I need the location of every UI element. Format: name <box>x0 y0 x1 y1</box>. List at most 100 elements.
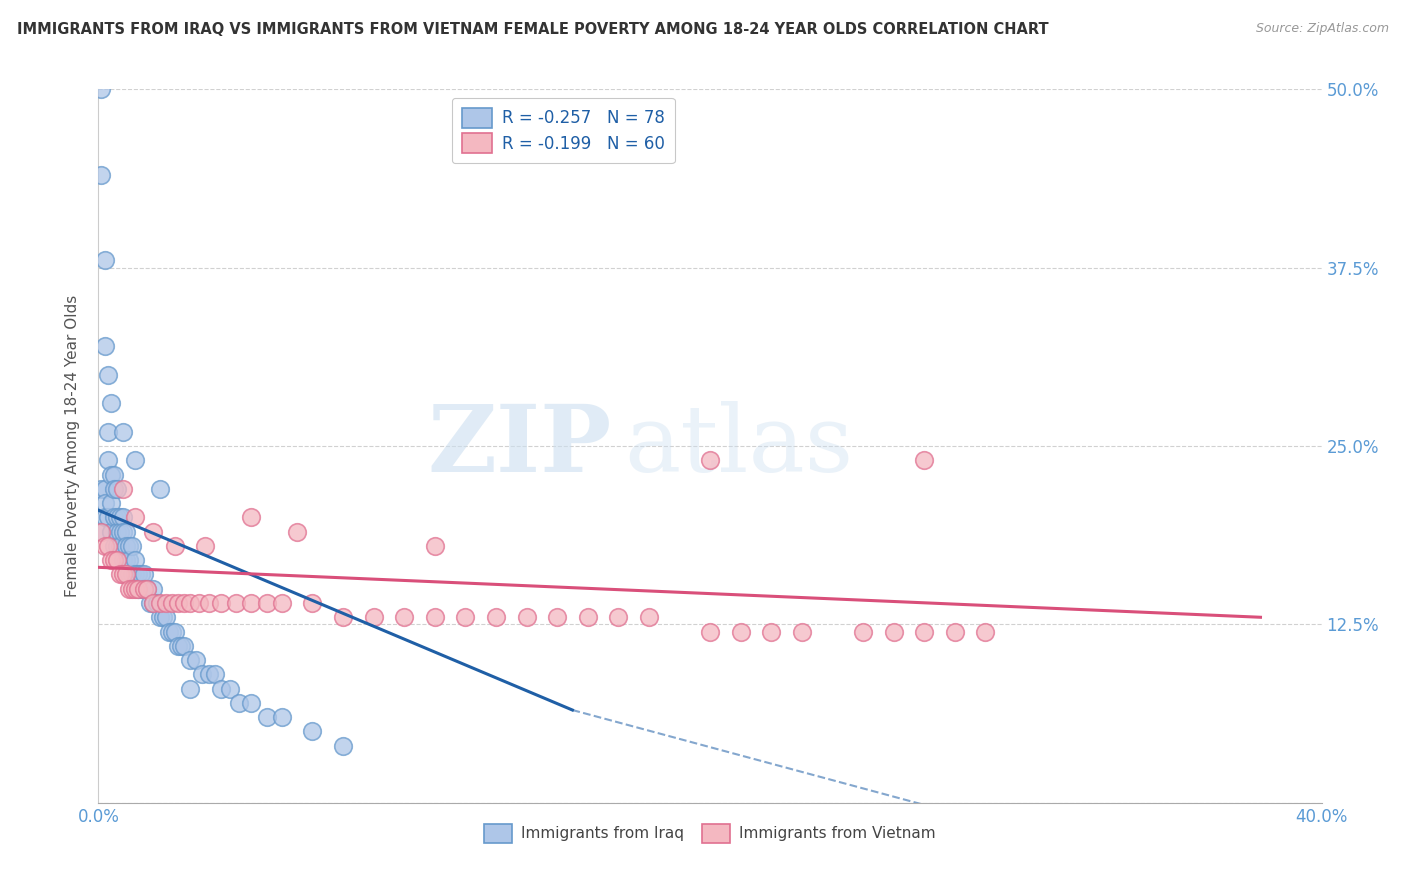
Point <box>699 453 721 467</box>
Point <box>90 524 112 539</box>
Point <box>105 553 128 567</box>
Point <box>97 453 120 467</box>
Point <box>852 624 875 639</box>
Point <box>197 667 219 681</box>
Point <box>124 453 146 467</box>
Point <box>883 624 905 639</box>
Point <box>100 396 122 410</box>
Text: ZIP: ZIP <box>427 401 612 491</box>
Point <box>108 510 131 524</box>
Point <box>454 610 477 624</box>
Point <box>108 539 131 553</box>
Point <box>546 610 568 624</box>
Point <box>121 567 143 582</box>
Legend: Immigrants from Iraq, Immigrants from Vietnam: Immigrants from Iraq, Immigrants from Vi… <box>478 818 942 848</box>
Point <box>139 596 162 610</box>
Point <box>111 524 134 539</box>
Point <box>155 596 177 610</box>
Point <box>191 667 214 681</box>
Point <box>240 696 263 710</box>
Point <box>115 567 138 582</box>
Point <box>134 567 156 582</box>
Point <box>167 596 190 610</box>
Point <box>111 567 134 582</box>
Point <box>160 624 183 639</box>
Point <box>912 624 935 639</box>
Point <box>167 639 190 653</box>
Point <box>115 553 138 567</box>
Point <box>129 567 152 582</box>
Point <box>256 710 278 724</box>
Point <box>136 582 159 596</box>
Point <box>423 539 446 553</box>
Point <box>145 596 167 610</box>
Point <box>127 582 149 596</box>
Point <box>152 610 174 624</box>
Point <box>100 553 122 567</box>
Point <box>103 553 125 567</box>
Point <box>485 610 508 624</box>
Point <box>607 610 630 624</box>
Point <box>105 539 128 553</box>
Point <box>105 510 128 524</box>
Point <box>90 82 112 96</box>
Point <box>103 510 125 524</box>
Point <box>127 582 149 596</box>
Point <box>149 596 172 610</box>
Point <box>637 610 661 624</box>
Point <box>197 596 219 610</box>
Point <box>127 567 149 582</box>
Point <box>90 482 112 496</box>
Point <box>270 710 292 724</box>
Text: IMMIGRANTS FROM IRAQ VS IMMIGRANTS FROM VIETNAM FEMALE POVERTY AMONG 18-24 YEAR : IMMIGRANTS FROM IRAQ VS IMMIGRANTS FROM … <box>17 22 1049 37</box>
Point <box>163 624 186 639</box>
Point <box>93 539 115 553</box>
Point <box>115 524 138 539</box>
Point <box>301 596 323 610</box>
Text: atlas: atlas <box>624 401 853 491</box>
Point <box>149 482 172 496</box>
Point <box>93 253 115 268</box>
Point <box>100 496 122 510</box>
Point <box>392 610 416 624</box>
Point <box>118 582 141 596</box>
Point <box>186 653 208 667</box>
Point <box>163 539 186 553</box>
Point <box>108 524 131 539</box>
Point <box>97 510 120 524</box>
Point <box>108 567 131 582</box>
Point <box>228 696 250 710</box>
Point <box>912 453 935 467</box>
Point <box>100 467 122 482</box>
Point <box>332 610 354 624</box>
Point <box>93 482 115 496</box>
Point <box>363 610 385 624</box>
Point <box>105 482 128 496</box>
Point <box>256 596 278 610</box>
Point <box>173 639 195 653</box>
Point <box>93 496 115 510</box>
Point <box>136 582 159 596</box>
Text: Source: ZipAtlas.com: Source: ZipAtlas.com <box>1256 22 1389 36</box>
Point <box>301 724 323 739</box>
Point <box>699 624 721 639</box>
Point <box>974 624 997 639</box>
Point <box>118 567 141 582</box>
Point <box>111 510 134 524</box>
Point <box>142 596 165 610</box>
Point <box>124 553 146 567</box>
Point <box>179 596 201 610</box>
Point <box>790 624 813 639</box>
Point <box>576 610 599 624</box>
Point <box>111 425 134 439</box>
Point <box>423 610 446 624</box>
Point <box>240 510 263 524</box>
Point <box>111 553 134 567</box>
Point <box>170 639 193 653</box>
Point <box>149 610 172 624</box>
Point <box>179 681 201 696</box>
Point <box>155 610 177 624</box>
Point <box>204 667 226 681</box>
Point <box>100 524 122 539</box>
Point <box>103 467 125 482</box>
